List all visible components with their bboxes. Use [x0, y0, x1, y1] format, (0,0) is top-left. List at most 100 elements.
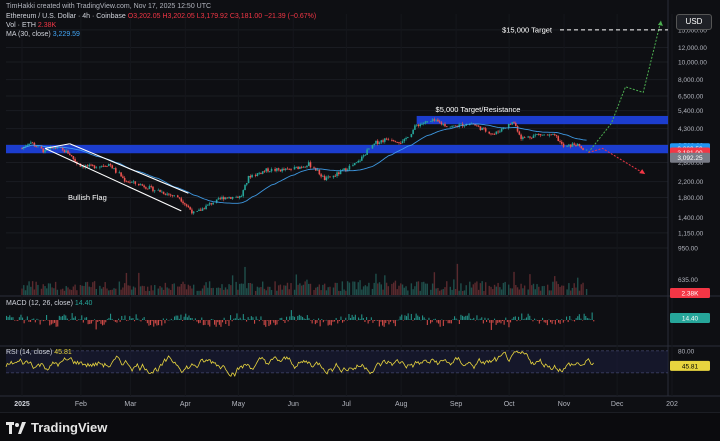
- macd-histogram-bar: [486, 320, 488, 322]
- macd-value: 14.40: [74, 300, 93, 307]
- volume-bar: [198, 290, 200, 295]
- volume-bar: [318, 284, 321, 295]
- macd-histogram-bar: [383, 320, 385, 327]
- volume-bar: [95, 288, 98, 295]
- rsi-badge-bg: [670, 360, 710, 371]
- candle-body: [123, 177, 126, 182]
- macd-histogram-bar: [436, 320, 438, 323]
- volume-bar: [21, 288, 23, 295]
- candle-body: [569, 144, 572, 147]
- macd-histogram-bar: [505, 317, 507, 320]
- candle-body: [566, 145, 568, 147]
- candle-body: [477, 125, 480, 127]
- volume-bar: [244, 266, 246, 295]
- volume-bar: [485, 282, 487, 295]
- volume-bar: [205, 282, 207, 295]
- macd-histogram-bar: [439, 320, 441, 327]
- macd-histogram-bar: [537, 320, 539, 321]
- macd-histogram-bar: [428, 317, 430, 320]
- volume-bar: [276, 290, 278, 295]
- candle-body: [433, 119, 436, 121]
- candle-body: [366, 149, 368, 155]
- candle-body: [286, 168, 289, 170]
- macd-histogram-bar: [198, 320, 200, 324]
- rsi-label[interactable]: RSI (14, close): [6, 349, 53, 356]
- candle-body: [507, 123, 510, 128]
- macd-histogram-bar: [282, 320, 284, 321]
- resistance-zone: [416, 115, 668, 125]
- currency-button[interactable]: USD: [676, 14, 712, 30]
- tradingview-logo[interactable]: TradingView: [6, 420, 107, 435]
- volume-bar: [585, 288, 588, 295]
- candle-body: [391, 139, 393, 141]
- macd-histogram-bar: [370, 317, 372, 320]
- macd-histogram-bar: [377, 320, 379, 321]
- candle-body: [371, 144, 374, 149]
- macd-histogram-bar: [278, 320, 280, 321]
- chart-canvas[interactable]: $15,000 Target $5,000 Target/Resistance Bu…: [0, 0, 720, 412]
- candle-body: [520, 134, 522, 139]
- volume-bar: [177, 286, 179, 295]
- symbol-name[interactable]: Ethereum / U.S. Dollar · 4h · Coinbase: [6, 13, 126, 20]
- candle-body: [184, 203, 186, 205]
- macd-histogram-bar: [316, 320, 318, 323]
- macd-histogram-bar: [268, 320, 270, 327]
- candle-body: [51, 147, 53, 149]
- volume-bar: [226, 289, 229, 295]
- macd-histogram-bar: [418, 316, 420, 320]
- volume-bar: [359, 280, 361, 295]
- volume-label[interactable]: Vol · ETH: [6, 22, 36, 29]
- volume-bar: [508, 284, 510, 295]
- price-tick-label: 2,200.00: [678, 179, 704, 186]
- volume-bar: [267, 286, 269, 295]
- macd-histogram-bar: [441, 319, 443, 321]
- macd-histogram-bar: [150, 320, 152, 325]
- candle-body: [373, 143, 376, 145]
- ma-value: 3,229.59: [52, 31, 80, 38]
- candle-body: [182, 201, 184, 204]
- candle-body: [460, 123, 462, 125]
- volume-bar: [228, 284, 230, 295]
- macd-histogram-bar: [266, 320, 268, 321]
- candle-body: [543, 134, 545, 136]
- macd-histogram-bar: [247, 317, 249, 320]
- macd-histogram-bar: [186, 317, 188, 320]
- macd-histogram-bar: [158, 320, 160, 326]
- volume-bar: [49, 283, 52, 295]
- macd-histogram-bar: [100, 320, 102, 324]
- candle-body: [323, 175, 326, 181]
- macd-label[interactable]: MACD (12, 26, close): [6, 300, 73, 307]
- volume-bar: [53, 288, 55, 295]
- volume-badge: 2.38K: [682, 291, 700, 298]
- volume-bar: [83, 286, 85, 295]
- macd-histogram-bar: [17, 320, 19, 321]
- macd-histogram-bar: [95, 320, 97, 330]
- candle-body: [343, 168, 345, 170]
- volume-bar: [469, 281, 471, 295]
- volume-bar: [251, 283, 253, 295]
- macd-histogram-bar: [522, 319, 524, 320]
- volume-bar: [99, 285, 101, 295]
- macd-histogram-bar: [562, 320, 564, 323]
- rsi-axis-label: 80.00: [678, 348, 695, 355]
- volume-bar: [63, 290, 66, 295]
- macd-histogram-bar: [351, 314, 353, 320]
- macd-histogram-bar: [426, 320, 428, 325]
- time-tick-label: 2025: [14, 401, 30, 408]
- ma-label[interactable]: MA (30, close): [6, 31, 51, 38]
- candle-body: [276, 168, 278, 171]
- tradingview-logo-icon: [6, 421, 26, 434]
- volume-bar: [315, 287, 317, 295]
- volume-bar: [569, 290, 572, 295]
- macd-histogram-bar: [81, 315, 83, 320]
- macd-histogram-bar: [338, 320, 340, 322]
- volume-bar: [247, 283, 250, 295]
- volume-bar: [322, 284, 324, 295]
- macd-histogram-bar: [146, 320, 148, 324]
- price-tick-label: 6,500.00: [678, 93, 704, 100]
- footer-bar: TradingView: [0, 412, 720, 441]
- price-tick-label: 8,000.00: [678, 77, 704, 84]
- bullish-flag-label: Bullish Flag: [68, 193, 107, 202]
- volume-bar: [431, 283, 434, 295]
- flag-lower-line: [44, 147, 182, 212]
